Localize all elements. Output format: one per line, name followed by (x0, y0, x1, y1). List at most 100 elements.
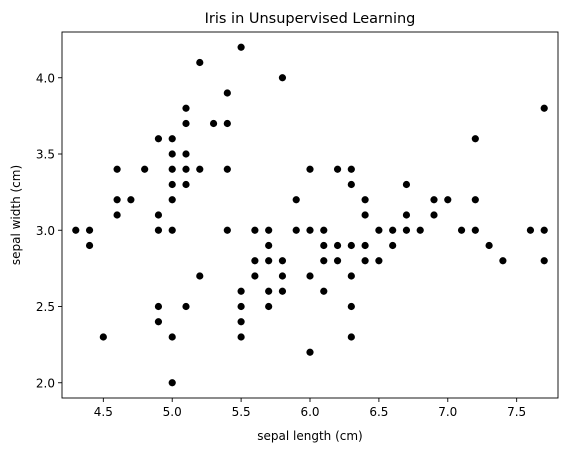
data-point (375, 226, 383, 234)
data-point (168, 165, 176, 173)
data-point (182, 119, 190, 128)
data-point (416, 226, 424, 234)
data-point (265, 241, 273, 250)
data-point (347, 180, 355, 189)
data-point (251, 226, 259, 234)
data-point (85, 241, 94, 250)
data-point (278, 74, 287, 82)
data-point (237, 302, 245, 311)
data-point (347, 302, 355, 311)
data-point (389, 226, 397, 234)
data-point (278, 287, 287, 295)
x-axis: 4.5 5.0 5.5 6.0 6.5 7.0 7.5 (94, 398, 526, 419)
data-point (237, 333, 245, 341)
x-tick-label: 5.0 (163, 405, 182, 419)
data-point (265, 302, 273, 311)
data-point (251, 272, 259, 280)
data-point (85, 226, 94, 234)
y-tick-label: 2.0 (36, 376, 55, 390)
data-point (251, 257, 259, 265)
data-point (265, 287, 273, 295)
data-point (113, 196, 121, 204)
x-tick-label: 6.5 (369, 405, 388, 419)
data-point (430, 211, 438, 219)
data-point (402, 226, 411, 234)
data-point (278, 272, 287, 280)
data-point (168, 333, 176, 341)
data-point (196, 58, 204, 67)
data-point (306, 348, 314, 356)
data-point (265, 226, 273, 234)
y-axis: 2.0 2.5 3.0 3.5 4.0 (36, 71, 62, 390)
data-point (389, 241, 397, 250)
data-point (347, 165, 355, 173)
data-point (182, 180, 190, 189)
data-point (402, 211, 411, 219)
data-point (237, 318, 245, 326)
data-point (361, 196, 369, 204)
y-tick-label: 2.5 (36, 300, 55, 314)
x-tick-label: 4.5 (94, 405, 113, 419)
data-point (168, 226, 176, 234)
data-point (223, 226, 231, 234)
data-point (182, 150, 190, 158)
x-tick-label: 6.0 (300, 405, 319, 419)
data-point (278, 257, 287, 265)
x-axis-label: sepal length (cm) (257, 429, 362, 443)
chart-title: Iris in Unsupervised Learning (205, 11, 416, 27)
data-point (540, 257, 548, 265)
data-point (168, 196, 176, 204)
data-point (154, 302, 163, 311)
points-layer (72, 43, 548, 387)
data-point (320, 257, 328, 265)
data-point (292, 196, 300, 204)
data-point (182, 165, 190, 173)
data-point (320, 241, 328, 250)
data-point (471, 135, 479, 143)
data-point (471, 196, 479, 204)
data-point (154, 226, 163, 234)
data-point (333, 165, 342, 173)
data-point (402, 180, 411, 189)
data-point (347, 241, 355, 250)
data-point (113, 165, 121, 173)
y-tick-label: 4.0 (36, 71, 55, 85)
data-point (526, 226, 535, 234)
data-point (113, 211, 121, 219)
data-point (540, 104, 548, 112)
data-point (182, 302, 190, 311)
data-point (485, 241, 493, 250)
y-axis-label: sepal width (cm) (9, 165, 23, 265)
data-point (127, 196, 135, 204)
data-point (168, 135, 176, 143)
data-point (499, 257, 507, 265)
data-point (168, 379, 176, 387)
data-point (375, 257, 383, 265)
data-point (361, 257, 369, 265)
data-point (471, 226, 479, 234)
data-point (361, 241, 369, 250)
data-point (223, 119, 231, 128)
data-point (237, 43, 245, 51)
data-point (333, 241, 342, 250)
plot-frame (61, 31, 559, 399)
x-tick-label: 7.0 (438, 405, 457, 419)
data-point (306, 226, 314, 234)
data-point (168, 180, 176, 189)
data-point (306, 272, 314, 280)
data-point (540, 226, 548, 234)
data-point (265, 257, 273, 265)
data-point (154, 211, 163, 219)
data-point (457, 226, 466, 234)
data-point (154, 135, 163, 143)
data-point (196, 272, 204, 280)
data-point (72, 226, 80, 234)
data-point (99, 333, 107, 341)
data-point (182, 104, 190, 112)
y-tick-label: 3.5 (36, 148, 55, 162)
data-point (292, 226, 300, 234)
x-tick-label: 5.5 (232, 405, 251, 419)
data-point (237, 287, 245, 295)
data-point (196, 165, 204, 173)
